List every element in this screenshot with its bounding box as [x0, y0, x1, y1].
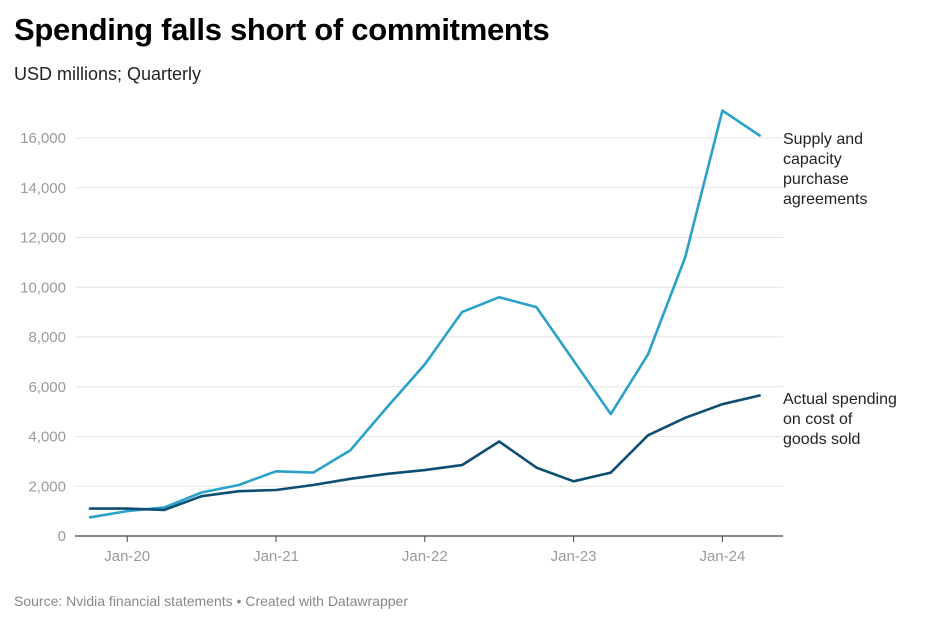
x-tick-label: Jan-20 [104, 548, 150, 565]
y-axis-ticks: 0 2,000 4,000 6,000 8,000 10,000 12,000 14,000 1… [20, 130, 66, 545]
source-note: Source: Nvidia financial statements • Cr… [14, 593, 408, 609]
y-tick-label: 6,000 [28, 379, 66, 396]
y-tick-label: 4,000 [28, 429, 66, 446]
supply-agreements-line [88, 109, 761, 519]
series-label: goods sold [783, 431, 860, 448]
x-tick-label: Jan-21 [253, 548, 299, 565]
cogs-spending-line [88, 394, 761, 512]
y-tick-label: 2,000 [28, 478, 66, 495]
chart-title: Spending falls short of commitments [14, 12, 550, 47]
y-tick-label: 10,000 [20, 279, 66, 296]
series-label: agreements [783, 191, 868, 208]
y-tick-label: 12,000 [20, 230, 66, 247]
chart-subtitle: USD millions; Quarterly [14, 64, 202, 84]
series-label: on cost of [783, 411, 853, 428]
y-tick-label: 0 [58, 528, 66, 545]
series-label: purchase [783, 171, 849, 188]
y-tick-label: 16,000 [20, 130, 66, 147]
series-label: Actual spending [783, 391, 897, 408]
x-tick-label: Jan-23 [551, 548, 597, 565]
series-label: Supply and [783, 131, 863, 148]
series-labels: Supply and capacity purchase agreements Actu… [783, 131, 897, 448]
x-axis: Jan-20 Jan-21 Jan-22 Jan-23 Jan-24 [104, 536, 745, 565]
gridlines [75, 137, 783, 537]
series-label: capacity [783, 151, 842, 168]
series-lines [88, 109, 761, 519]
x-tick-label: Jan-24 [699, 548, 745, 565]
y-tick-label: 14,000 [20, 180, 66, 197]
x-tick-label: Jan-22 [402, 548, 448, 565]
y-tick-label: 8,000 [28, 329, 66, 346]
